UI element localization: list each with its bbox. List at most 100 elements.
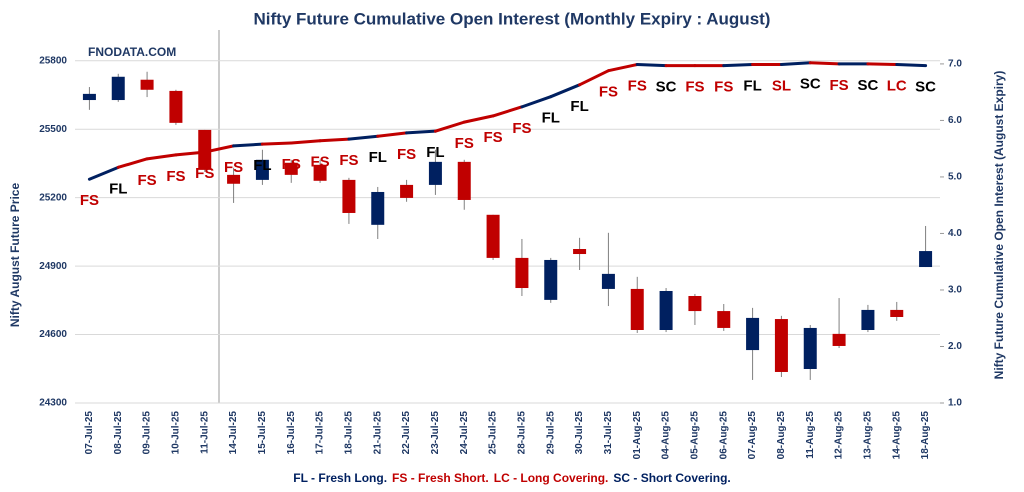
candle-body [861,309,875,330]
x-tick-label: 16-Jul-25 [286,411,297,455]
y2-tick-label: 7.0 [948,59,962,70]
annotation: SC [800,76,821,93]
x-tick-label: 11-Jul-25 [199,411,210,454]
oi-segment [174,150,207,157]
oi-segment [491,105,524,118]
candle-body [832,333,846,346]
candle-body [227,174,241,184]
x-tick-label: 17-Jul-25 [315,411,326,455]
x-tick-label: 14-Aug-25 [891,411,902,460]
x-tick-label: 04-Aug-25 [661,411,672,460]
annotation: FL [109,180,127,197]
y-tick-label: 24900 [39,261,67,272]
oi-segment [520,95,553,109]
annotation: FS [224,159,243,176]
y2-axis-label: Nifty Future Cumulative Open Interest (A… [992,71,1006,380]
annotation: FS [310,154,329,171]
candle-body [803,327,817,370]
y-tick-label: 24300 [39,398,67,409]
oi-segment [405,129,437,135]
annotation: FS [166,168,185,185]
x-tick-label: 23-Jul-25 [430,411,441,455]
y2-tick-label: 6.0 [948,115,962,126]
legend-item: SC - Short Covering. [613,471,730,485]
candle-body [111,76,125,101]
candle-body [198,129,212,170]
legend-item: LC - Long Covering. [494,471,609,485]
candle-body [601,273,615,289]
legend: FL - Fresh Long. FS - Fresh Short. LC - Lo… [293,471,730,485]
annotation: FS [512,120,531,137]
candle-body [284,162,298,175]
candle-body [457,161,471,200]
legend-item: FL - Fresh Long. [293,471,387,485]
y2-tick-label: 2.0 [948,341,962,352]
annotation: FS [137,172,156,189]
annotation: FL [743,77,761,94]
candle-body [890,309,904,317]
legend-item: FS - Fresh Short. [392,471,489,485]
oi-segment [808,61,841,66]
candle-body [342,179,356,213]
annotation: FS [829,77,848,94]
oi-segment [289,139,322,145]
annotation: FS [282,156,301,173]
candle-body [746,317,760,351]
candle-body [140,79,154,90]
oi-segment [376,131,409,138]
oi-segment [145,153,178,161]
oi-segment [779,61,812,66]
y2-tick-label: 5.0 [948,172,962,183]
candle-body [573,249,587,255]
x-tick-label: 07-Aug-25 [747,411,758,460]
annotation: FL [253,157,271,174]
oi-segment [722,62,755,68]
annotation: SC [915,79,936,96]
annotation: FS [397,146,416,163]
x-tick-label: 14-Jul-25 [228,411,239,455]
candle-body [82,93,96,101]
candle-body [428,161,442,185]
x-tick-label: 12-Aug-25 [834,411,845,460]
x-tick-label: 01-Aug-25 [632,411,643,460]
oi-segment [87,165,120,181]
annotation: FS [80,192,99,209]
annotation: SL [772,77,791,94]
annotation: SC [656,79,677,96]
y2-tick-label: 3.0 [948,285,962,296]
annotation: FL [570,98,588,115]
candle-body [688,296,702,312]
annotation: FS [628,77,647,94]
y-tick-label: 24600 [39,329,67,340]
oi-segment [116,157,149,169]
chart-title: Nifty Future Cumulative Open Interest (M… [254,9,771,28]
x-tick-label: 21-Jul-25 [372,411,383,455]
candle-body [515,257,529,289]
x-tick-label: 11-Aug-25 [805,411,816,459]
x-tick-label: 18-Aug-25 [920,411,931,460]
x-tick-label: 24-Jul-25 [459,411,470,455]
candle-body [717,311,731,328]
y-tick-label: 25200 [39,192,67,203]
annotation: FL [542,110,560,127]
x-tick-label: 07-Jul-25 [84,411,95,455]
oi-segment [232,142,264,148]
x-tick-label: 08-Aug-25 [776,411,787,460]
x-tick-label: 18-Jul-25 [344,411,355,455]
watermark: FNODATA.COM [88,45,176,59]
oi-segment [318,137,351,143]
oi-segment [260,141,293,146]
x-tick-label: 22-Jul-25 [401,411,412,455]
candle-body [255,159,269,180]
x-tick-label: 08-Jul-25 [113,411,124,455]
oi-segment [866,62,899,66]
oi-segment [462,114,495,124]
annotation: FS [599,84,618,101]
x-tick-label: 25-Jul-25 [488,411,499,455]
oi-segment [347,134,380,141]
candle-body [919,251,933,268]
annotation: FS [339,152,358,169]
candle-body [486,214,500,258]
x-tick-label: 13-Aug-25 [863,411,874,460]
